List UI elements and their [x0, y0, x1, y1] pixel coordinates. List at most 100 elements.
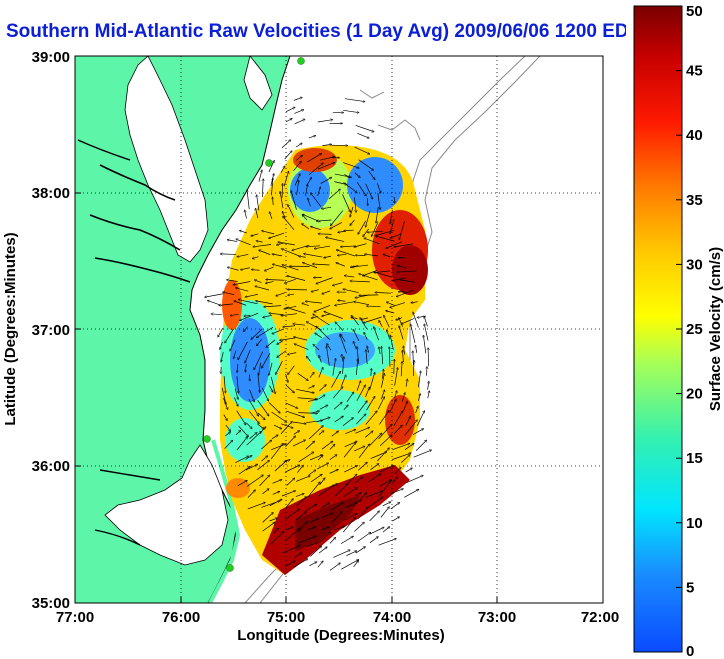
velocity-vector: [305, 185, 308, 196]
velocity-vector: [317, 561, 323, 568]
velocity-vector: [272, 254, 283, 257]
velocity-vector: [375, 292, 391, 293]
velocity-vector: [205, 293, 224, 297]
velocity-vector: [234, 388, 238, 400]
velocity-vector: [317, 163, 335, 170]
grid-lines: [75, 56, 603, 603]
velocity-vector: [356, 414, 365, 425]
velocity-vector: [315, 333, 323, 339]
velocity-vector: [354, 172, 360, 178]
velocity-vector: [306, 542, 317, 547]
velocity-vector: [365, 183, 373, 199]
velocity-vector: [310, 546, 321, 557]
velocity-vector: [318, 367, 323, 378]
velocity-vector: [218, 327, 224, 337]
velocity-vector: [310, 474, 322, 483]
velocity-vector: [211, 314, 222, 315]
velocity-vector: [293, 161, 302, 172]
velocity-vector: [308, 426, 323, 440]
velocity-vector: [293, 431, 300, 435]
velocity-vector: [332, 359, 336, 376]
velocity-vector: [296, 388, 314, 393]
velocity-vector: [340, 375, 346, 387]
velocity-vector: [261, 440, 271, 450]
velocity-vector: [309, 372, 314, 378]
y-tick-label: 38:00: [32, 185, 70, 202]
velocity-vector: [382, 502, 391, 507]
velocity-vector: [416, 345, 417, 353]
velocity-vector: [252, 256, 259, 259]
velocity-vector: [281, 249, 300, 257]
velocity-vector: [311, 289, 319, 292]
velocity-vector: [413, 361, 414, 377]
velocity-vector: [282, 184, 283, 198]
velocity-vector: [317, 187, 321, 197]
velocity-vector: [357, 132, 369, 138]
velocity-vector: [368, 171, 375, 179]
velocity-vector: [354, 197, 356, 212]
velocity-vector: [234, 350, 237, 359]
velocity-vector: [254, 351, 264, 370]
x-tick-label: 76:00: [162, 609, 200, 626]
velocity-vector: [336, 263, 345, 267]
velocity-vector: [392, 477, 398, 484]
velocity-vector: [329, 563, 340, 571]
velocity-vector: [311, 227, 321, 231]
velocity-vector: [280, 166, 285, 173]
velocity-vector: [288, 365, 295, 375]
velocity-vector: [295, 143, 302, 148]
velocity-vector: [350, 206, 354, 217]
velocity-vector: [380, 374, 384, 388]
velocity-vector: [367, 346, 369, 353]
velocity-vector: [317, 220, 332, 221]
velocity-vector: [355, 125, 374, 131]
velocity-vector: [313, 314, 330, 326]
velocity-vector: [403, 346, 404, 355]
velocity-vector: [351, 316, 359, 326]
velocity-vector: [247, 503, 265, 510]
velocity-vector: [371, 369, 372, 376]
velocity-vector: [387, 330, 391, 340]
velocity-vector: [321, 513, 333, 518]
velocity-vector: [406, 379, 407, 387]
velocity-vector: [269, 385, 273, 392]
velocity-vector: [404, 420, 418, 436]
velocity-vector: [281, 140, 291, 149]
velocity-vector: [287, 308, 306, 314]
velocity-vector: [256, 301, 273, 305]
velocity-vector: [401, 318, 415, 323]
velocity-vector: [365, 491, 382, 498]
velocity-vector: [335, 322, 344, 331]
velocity-vector: [295, 494, 304, 497]
velocity-vector: [320, 177, 332, 184]
velocity-vector: [365, 254, 378, 257]
velocity-vector: [307, 356, 311, 362]
velocity-vector: [270, 212, 273, 220]
colorbar-tick-label: 5: [686, 579, 694, 596]
velocity-vector: [363, 316, 382, 323]
velocity-vector: [223, 414, 227, 421]
velocity-vector: [220, 254, 236, 255]
velocity-vector: [291, 191, 297, 210]
velocity-vector: [221, 352, 224, 361]
velocity-vector: [270, 444, 283, 460]
velocity-vector: [355, 427, 369, 434]
velocity-vector: [317, 455, 323, 461]
velocity-vector: [322, 290, 331, 294]
velocity-vector: [389, 399, 396, 413]
velocity-vector: [257, 195, 260, 211]
velocity-vector: [390, 489, 403, 494]
velocity-vector: [333, 402, 342, 410]
velocity-vector: [235, 431, 240, 436]
velocity-vector: [308, 470, 316, 476]
velocity-vector: [321, 503, 329, 508]
velocity-vector: [413, 351, 414, 366]
velocity-vector: [364, 332, 368, 340]
colorbar-tick-label: 40: [686, 127, 703, 144]
velocity-vector: [236, 239, 251, 246]
velocity-vector: [281, 313, 298, 316]
velocity-vector: [227, 240, 238, 242]
velocity-vector: [338, 300, 346, 301]
velocity-vector: [257, 412, 265, 420]
